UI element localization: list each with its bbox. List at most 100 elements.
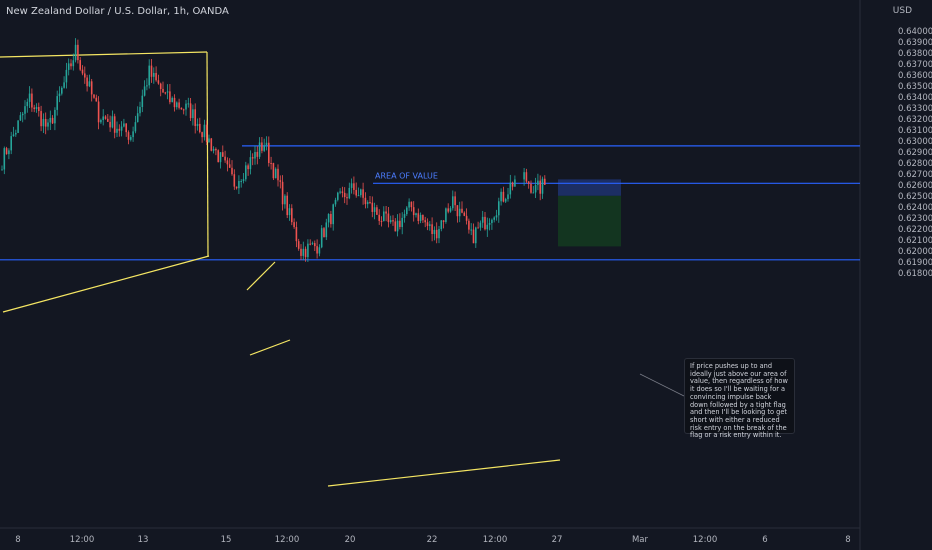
candle-body [235,186,238,189]
candle-body [24,106,26,114]
candle-body [309,243,311,245]
price-tick-label: 0.63200 [898,115,932,125]
candle-body [360,189,362,196]
candle-body [525,172,528,182]
candle-body [5,148,8,155]
candle-body [217,150,219,163]
candle-body [373,207,376,212]
candle-body [438,229,440,239]
trendline [246,261,276,291]
candle-body [249,157,252,170]
candle-body [123,123,125,127]
candle-body [412,207,415,216]
candle-body [383,211,385,222]
candle-body [40,111,42,127]
candle-body [472,229,475,244]
candle-body [93,94,95,98]
candle-body [406,207,408,215]
price-tick-label: 0.63800 [898,49,932,59]
candle-body [164,92,167,94]
candle-body [277,168,279,181]
candle-body [28,93,31,102]
candle-body [166,91,169,93]
candle-body [527,181,530,184]
candle-body [240,180,242,182]
candle-body [394,221,397,232]
candle-body [125,123,127,133]
candle-body [479,222,482,228]
candle-body [196,123,199,127]
candle-body [332,204,334,225]
candle-body [3,148,6,170]
time-tick-label: 12:00 [483,535,508,545]
trendline [2,255,210,313]
candle-body [300,248,302,256]
candle-body [314,243,316,247]
price-tick-label: 0.63700 [898,60,932,70]
candle-body [12,134,15,137]
candle-body [281,181,284,205]
time-tick-label: 12:00 [693,535,718,545]
candle-body [33,107,35,110]
candle-body [169,91,171,103]
candle-body [130,137,132,140]
candle-body [219,152,222,163]
price-tick-label: 0.62100 [898,236,932,246]
candle-body [502,191,505,202]
candle-body [302,248,305,256]
candle-body [58,93,61,97]
candle-body [38,107,40,112]
candle-body [279,180,282,182]
candle-body [387,213,390,223]
candle-body [88,81,91,87]
candle-body [109,121,111,128]
candle-body [61,87,63,94]
candle-body [146,85,148,87]
price-tick-label: 0.62600 [898,181,932,191]
candle-body [463,212,466,216]
candle-body [251,157,254,159]
candle-body [286,195,288,216]
candle-body [410,201,413,208]
candle-body [378,214,380,221]
candle-body [392,220,394,222]
candle-body [401,217,403,227]
candle-body [442,220,445,222]
candle-body [371,202,374,212]
candle-body [422,214,424,221]
candle-body [199,123,201,133]
candle-body [180,107,183,110]
candle-body [491,219,493,224]
candle-body [429,224,431,226]
candle-body [320,228,323,248]
price-tick-label: 0.63300 [898,104,932,114]
candle-body [238,181,240,189]
note-callout[interactable]: If price pushes up to and ideally just a… [684,358,795,439]
candle-body [21,113,24,116]
callout-pointer [639,373,685,397]
candle-body [194,109,196,127]
price-tick-label: 0.62700 [898,170,932,180]
candle-body [541,178,544,194]
candle-body [67,63,70,70]
candle-body [419,214,422,221]
candle-body [431,224,433,234]
candle-body [500,191,502,202]
time-tick-label: 13 [138,535,149,545]
candle-body [215,148,217,151]
candle-body [150,65,153,77]
candle-body [304,248,307,258]
candle-body [226,160,229,165]
candle-body [247,165,249,170]
candle-body [435,229,438,239]
candle-body [203,124,206,138]
candle-body [507,194,509,200]
candle-body [261,142,263,151]
candle-body [79,60,81,70]
candle-body [353,183,355,190]
candle-body [97,101,100,123]
time-tick-label: 22 [427,535,438,545]
candle-body [415,213,417,216]
candle-body [341,191,344,193]
